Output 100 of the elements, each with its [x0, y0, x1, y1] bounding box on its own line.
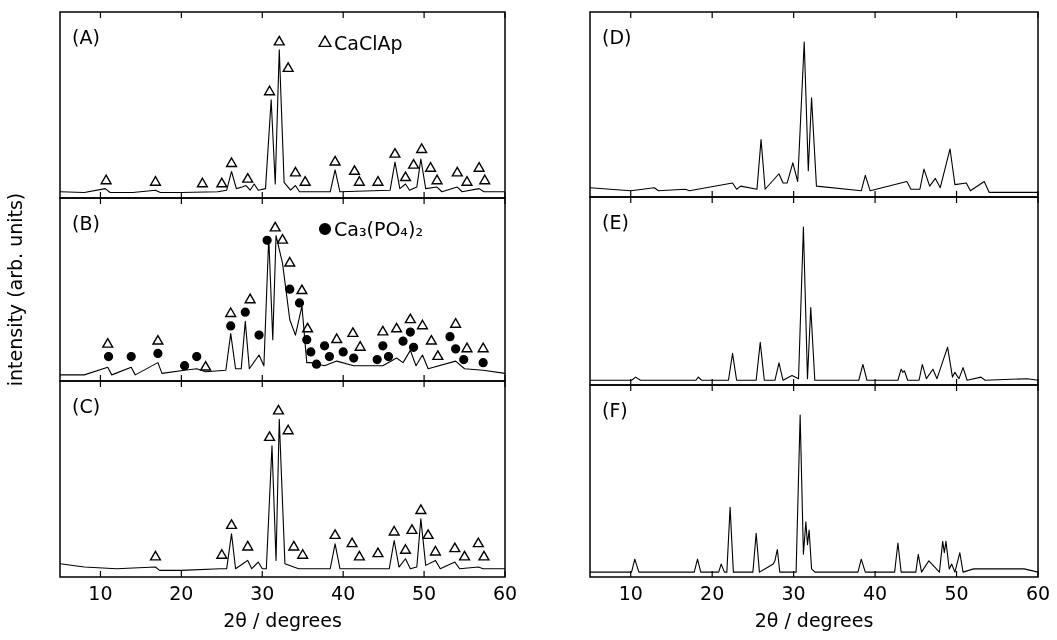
point: [425, 334, 437, 345]
point: [390, 322, 403, 333]
point: [273, 35, 285, 46]
point: [192, 351, 202, 362]
x-tick-label: 60: [492, 582, 518, 604]
point: [346, 537, 358, 548]
point: [301, 322, 314, 333]
point: [244, 293, 256, 304]
point: [263, 431, 276, 442]
point: [372, 176, 384, 186]
x-tick-label: 50: [412, 582, 437, 604]
x-tick-label: 30: [781, 582, 806, 604]
annotation: (D): [602, 26, 632, 48]
point: [416, 319, 429, 330]
point: [338, 347, 348, 357]
point: [349, 353, 359, 363]
point: [477, 342, 489, 353]
point: [216, 549, 228, 559]
point: [407, 158, 420, 169]
point: [347, 327, 359, 338]
point: [329, 529, 341, 540]
point: [451, 344, 461, 354]
point: [297, 549, 309, 559]
point: [216, 177, 228, 188]
point: [289, 166, 302, 177]
point: [459, 354, 469, 365]
point: [404, 313, 416, 324]
point: [429, 545, 442, 556]
point: [398, 336, 408, 346]
point: [388, 525, 400, 536]
annotation: (B): [72, 212, 100, 234]
point: [263, 85, 276, 96]
point: [103, 351, 114, 362]
legend-label: CaClAp: [334, 32, 403, 54]
point: [254, 330, 264, 340]
point: [432, 350, 444, 361]
point: [196, 177, 209, 188]
point: [149, 176, 162, 186]
point: [272, 404, 285, 415]
annotation: (E): [602, 211, 629, 233]
point: [450, 318, 462, 328]
point: [478, 550, 490, 561]
point: [102, 337, 114, 348]
x-tick-label: 20: [169, 582, 194, 604]
point: [405, 327, 415, 337]
point: [424, 161, 437, 172]
x-tick-label: 10: [618, 582, 643, 604]
point: [377, 325, 389, 336]
point: [285, 284, 295, 294]
point: [378, 341, 388, 351]
x-tick-label: 40: [331, 582, 356, 604]
point: [422, 529, 434, 540]
point: [276, 233, 289, 244]
point: [473, 161, 485, 172]
point: [311, 359, 322, 369]
point: [242, 172, 254, 183]
point: [451, 166, 463, 177]
point: [472, 537, 484, 548]
point: [284, 256, 296, 267]
point: [152, 334, 164, 345]
point: [200, 360, 212, 371]
annotation: (F): [602, 399, 628, 421]
x-tick-label: 60: [1025, 582, 1051, 604]
point: [225, 157, 238, 168]
point: [389, 147, 401, 158]
point: [478, 358, 488, 368]
point: [269, 221, 281, 232]
annotation: (A): [72, 26, 100, 48]
point: [153, 348, 163, 359]
point: [461, 176, 473, 186]
x-tick-label: 30: [250, 582, 275, 604]
point: [415, 504, 427, 515]
point: [329, 155, 341, 166]
point: [226, 321, 236, 331]
point: [126, 351, 136, 362]
point: [100, 174, 112, 185]
point: [282, 424, 294, 435]
point: [348, 165, 361, 176]
point: [296, 284, 308, 295]
x-tick-label: 10: [88, 582, 113, 604]
point: [324, 351, 335, 362]
point: [354, 340, 366, 351]
point: [288, 540, 300, 551]
point: [299, 176, 311, 186]
point: [353, 550, 365, 561]
point: [458, 550, 471, 561]
point: [242, 540, 254, 551]
point: [445, 332, 455, 342]
point: [262, 235, 272, 245]
point: [149, 550, 162, 561]
x-axis-title: 2θ / degrees: [223, 609, 342, 631]
point: [399, 544, 412, 554]
point: [353, 176, 365, 186]
annotation: (C): [72, 395, 101, 417]
x-tick-label: 20: [700, 582, 725, 604]
point: [399, 171, 412, 182]
point: [302, 335, 312, 345]
point: [306, 347, 316, 357]
point: [431, 174, 443, 185]
point: [282, 62, 294, 73]
